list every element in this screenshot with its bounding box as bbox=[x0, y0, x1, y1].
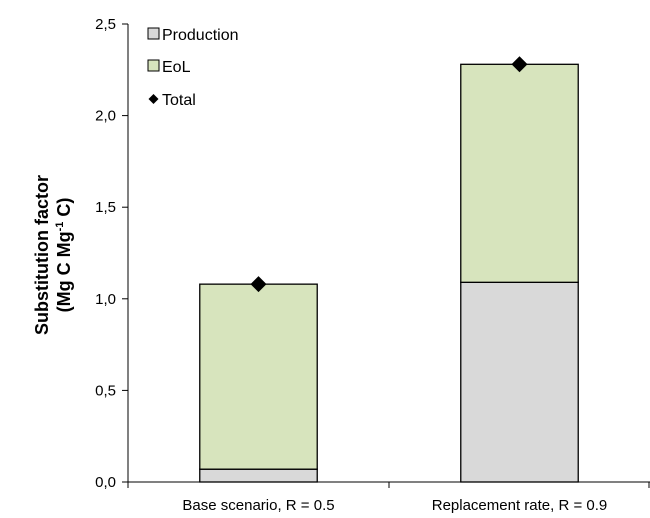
x-axis: Base scenario, R = 0.5 Replacement rate, … bbox=[127, 481, 650, 514]
bar-segment-eol bbox=[199, 283, 318, 470]
y-tick-label: 1,0 bbox=[95, 291, 116, 308]
bar-segment-production bbox=[460, 281, 579, 483]
total-marker bbox=[250, 276, 267, 293]
y-axis-unit-end: C) bbox=[54, 198, 74, 222]
y-axis-unit-superscript: -1 bbox=[54, 222, 66, 232]
legend-swatch-total bbox=[148, 94, 159, 104]
y-tick-label: 2,5 bbox=[95, 16, 116, 33]
bar-segment-eol bbox=[460, 63, 579, 283]
y-tick-label: 0,5 bbox=[95, 382, 116, 399]
total-marker bbox=[511, 56, 528, 73]
legend-label: EoL bbox=[162, 59, 191, 76]
x-category-label: Base scenario, R = 0.5 bbox=[182, 497, 334, 514]
legend-swatch-eol bbox=[147, 59, 160, 72]
y-axis-title-line1: Substitution factor bbox=[32, 175, 52, 335]
legend: Production EoL Total bbox=[147, 27, 239, 109]
bars bbox=[199, 63, 579, 483]
y-axis: 0,0 0,5 1,0 1,5 2,0 2,5 bbox=[95, 16, 129, 491]
legend-swatch-production bbox=[147, 27, 160, 40]
x-category-label: Replacement rate, R = 0.9 bbox=[432, 497, 608, 514]
y-tick-label: 1,5 bbox=[95, 199, 116, 216]
y-axis-unit-main: (Mg C Mg bbox=[54, 231, 74, 312]
y-axis-title: Substitution factor (Mg C Mg-1 C) bbox=[32, 175, 74, 335]
y-tick-label: 2,0 bbox=[95, 108, 116, 125]
legend-label: Total bbox=[162, 92, 196, 109]
legend-label: Production bbox=[162, 27, 239, 44]
bar-segment-production bbox=[199, 468, 318, 483]
total-markers bbox=[250, 56, 528, 293]
y-tick-label: 0,0 bbox=[95, 474, 116, 491]
y-axis-title-line2: (Mg C Mg-1 C) bbox=[54, 198, 74, 313]
